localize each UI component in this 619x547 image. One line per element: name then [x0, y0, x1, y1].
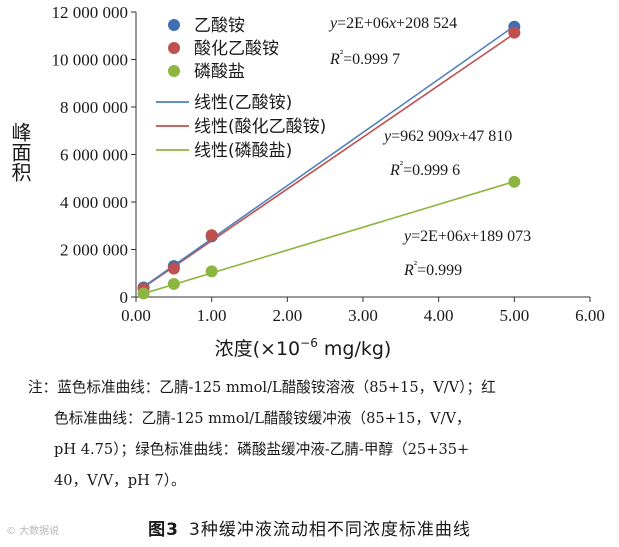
- x-axis-title: 浓度(×10−6 mg/kg): [215, 336, 392, 360]
- axes: 0 2 000 000 4 000 000 6 000 000 8 000 000 10 …: [8, 3, 605, 360]
- fit-lines: [143, 25, 515, 295]
- figure-title: 3种缓冲液流动相不同浓度标准曲线: [189, 520, 471, 540]
- figure-label: 图3: [148, 520, 179, 540]
- r2-s2-var: R: [403, 262, 414, 279]
- equation-s2-var: y: [402, 228, 412, 245]
- x-tick-label: 5.00: [499, 306, 529, 325]
- fit-line-3: [143, 180, 515, 295]
- fit-line-2: [143, 32, 515, 288]
- equation-s1-part: +208 524: [396, 15, 457, 32]
- r2-s3: R²=0.999 6: [389, 159, 460, 179]
- note-line-3: pH 4.75）；绿色标准曲线：磷酸盐缓冲液-乙腈-甲醇（25+35+: [54, 441, 470, 458]
- legend-label-3: 磷酸盐: [194, 62, 245, 82]
- legend-marker-2: [168, 42, 180, 54]
- y-tick-label: 6 000 000: [60, 146, 128, 165]
- r2-s2-value: =0.999: [417, 262, 462, 279]
- x-axis-title-main: 浓度(×10: [215, 338, 301, 360]
- data-point-s3-2: [167, 277, 180, 290]
- r2-s2-exp: ²: [414, 259, 418, 271]
- r2-s1: R²=0.999 7: [329, 48, 400, 68]
- data-point-s2-2: [167, 262, 180, 275]
- legend-label-1: 乙酸铵: [194, 16, 245, 36]
- data-point-s2-4: [508, 26, 521, 39]
- y-tick-label: 10 000 000: [52, 51, 129, 70]
- x-axis-title-unit: mg/kg): [318, 338, 392, 360]
- equation-s1-part: =2E+06: [337, 15, 389, 32]
- fit-line-1: [143, 25, 515, 288]
- x-axis-title-exponent: −6: [300, 336, 318, 350]
- data-points: [137, 20, 521, 300]
- legend-label-2: 酸化乙酸铵: [194, 39, 279, 59]
- equation-s1-var: x: [388, 15, 396, 32]
- legend-fit-label-1: 线性(乙酸铵): [194, 93, 292, 113]
- standard-curve-chart: 0 2 000 000 4 000 000 6 000 000 8 000 000 10 …: [8, 3, 605, 360]
- legend-fit-label-3: 线性(磷酸盐): [194, 141, 292, 161]
- x-tick-label: 3.00: [348, 306, 378, 325]
- note-line-4: 40，V/V，pH 7）。: [54, 472, 186, 489]
- equation-s3: y=962 909x+47 810: [382, 128, 512, 145]
- r2-s1-exp: ²: [340, 48, 344, 60]
- watermark: © 大数据说: [6, 526, 60, 537]
- data-point-s3-1: [137, 287, 150, 300]
- equation-s2-part: =2E+06: [411, 228, 463, 245]
- y-tick-label: 12 000 000: [52, 3, 129, 22]
- equation-s2-var: x: [462, 228, 470, 245]
- equation-s3-var: x: [451, 128, 459, 145]
- y-tick-label: 4 000 000: [60, 193, 128, 212]
- r2-s3-value: =0.999 6: [403, 162, 460, 179]
- y-tick-label: 8 000 000: [60, 98, 128, 117]
- legend-marker-1: [168, 19, 180, 31]
- y-axis-title: 峰面积: [8, 122, 32, 182]
- data-point-s2-3: [205, 229, 218, 242]
- x-tick-label: 1.00: [197, 306, 227, 325]
- figure-caption: 图3 3种缓冲液流动相不同浓度标准曲线: [0, 515, 619, 540]
- note-line-2: 色标准曲线：乙腈-125 mmol/L醋酸铵缓冲液（85+15，V/V，: [54, 410, 471, 427]
- legend-fit-label-2: 线性(酸化乙酸铵): [194, 117, 326, 137]
- r2-s1-value: =0.999 7: [343, 51, 400, 68]
- equation-s2: y=2E+06x+189 073: [402, 228, 531, 245]
- equation-s1: y=2E+06x+208 524: [328, 15, 457, 32]
- equation-s3-var: y: [382, 128, 392, 145]
- note-line-1: 注：蓝色标准曲线：乙腈-125 mmol/L醋酸铵溶液（85+15，V/V）；红: [28, 379, 496, 396]
- x-tick-label: 2.00: [272, 306, 302, 325]
- x-tick-label: 0.00: [121, 306, 151, 325]
- figure-note: 注：蓝色标准曲线：乙腈-125 mmol/L醋酸铵溶液（85+15，V/V）；红…: [28, 372, 612, 496]
- equation-s1-var: y: [328, 15, 338, 32]
- x-tick-label: 4.00: [424, 306, 454, 325]
- r2-s2: R²=0.999: [403, 259, 462, 279]
- equation-s3-part: =962 909: [391, 128, 452, 145]
- x-tick-label: 6.00: [575, 306, 605, 325]
- r2-s1-var: R: [329, 51, 340, 68]
- data-point-s3-3: [205, 265, 218, 278]
- r2-s3-exp: ²: [400, 159, 404, 171]
- equation-s3-part: +47 810: [459, 128, 512, 145]
- data-point-s3-4: [508, 175, 521, 188]
- y-tick-label: 0: [120, 288, 129, 307]
- equation-s2-part: +189 073: [470, 228, 531, 245]
- r2-s3-var: R: [389, 162, 400, 179]
- y-tick-label: 2 000 000: [60, 241, 128, 260]
- legend-marker-3: [168, 65, 180, 77]
